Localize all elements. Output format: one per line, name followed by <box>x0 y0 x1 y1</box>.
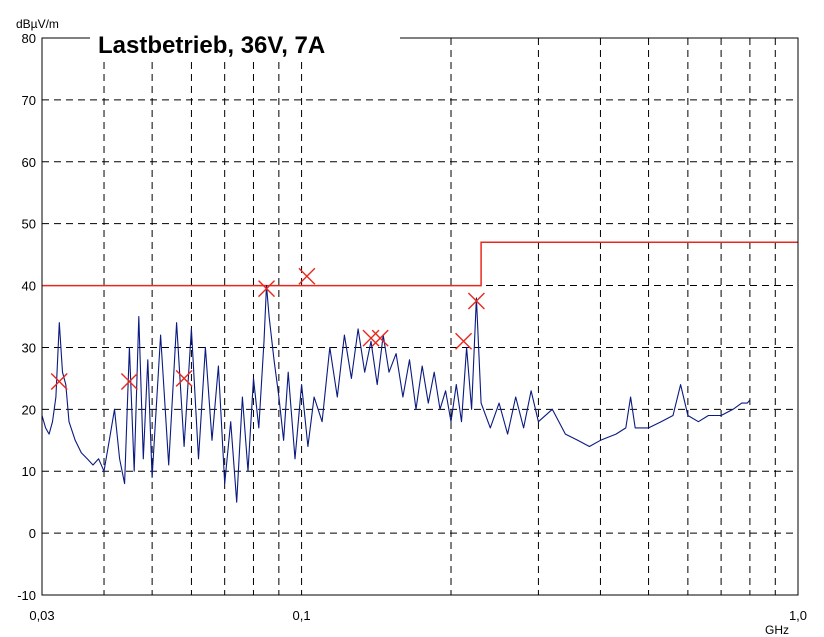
grid-lines <box>42 38 798 595</box>
peak-marker-stroke <box>371 329 389 347</box>
y-axis-ticks: -10 0 10 20 30 40 50 60 70 80 <box>17 31 36 603</box>
peak-marker-stroke <box>120 372 138 390</box>
y-tick-label: 20 <box>22 402 36 417</box>
y-tick-label: 50 <box>22 217 36 232</box>
peak-marker-stroke <box>455 332 473 350</box>
y-tick-label: 40 <box>22 279 36 294</box>
peak-marker <box>258 280 276 298</box>
plot-frame <box>41 37 799 596</box>
peak-marker-stroke <box>298 267 316 285</box>
x-tick-label: 0,03 <box>29 608 54 623</box>
peak-marker-stroke <box>50 372 68 390</box>
peak-marker <box>298 267 316 285</box>
y-tick-label: 30 <box>22 340 36 355</box>
x-axis-ticks: 0,03 0,1 1,0 <box>29 608 807 623</box>
y-tick-label: 70 <box>22 93 36 108</box>
trace-path <box>41 285 751 503</box>
x-tick-label: 1,0 <box>789 608 807 623</box>
peak-marker <box>455 332 473 350</box>
limit-line <box>42 241 798 287</box>
y-axis-unit: dBµV/m <box>16 17 59 31</box>
limit-path <box>42 241 798 287</box>
peak-marker <box>120 372 138 390</box>
x-axis-unit: GHz <box>765 623 789 637</box>
title-background <box>90 27 400 61</box>
y-tick-label: -10 <box>17 588 36 603</box>
y-tick-label: 60 <box>22 155 36 170</box>
peak-marker-stroke <box>175 369 193 387</box>
peak-marker-stroke <box>258 280 276 298</box>
measurement-trace <box>41 285 751 503</box>
y-tick-label: 0 <box>29 526 36 541</box>
y-tick-label: 80 <box>22 31 36 46</box>
peak-marker <box>175 369 193 387</box>
peak-marker-stroke <box>467 292 485 310</box>
peak-marker <box>467 292 485 310</box>
peak-marker <box>362 329 380 347</box>
y-tick-label: 10 <box>22 464 36 479</box>
peak-markers <box>50 267 485 390</box>
peak-marker-stroke <box>362 329 380 347</box>
x-tick-label: 0,1 <box>293 608 311 623</box>
peak-marker <box>371 329 389 347</box>
peak-marker <box>50 372 68 390</box>
chart-title: Lastbetrieb, 36V, 7A <box>98 32 325 59</box>
